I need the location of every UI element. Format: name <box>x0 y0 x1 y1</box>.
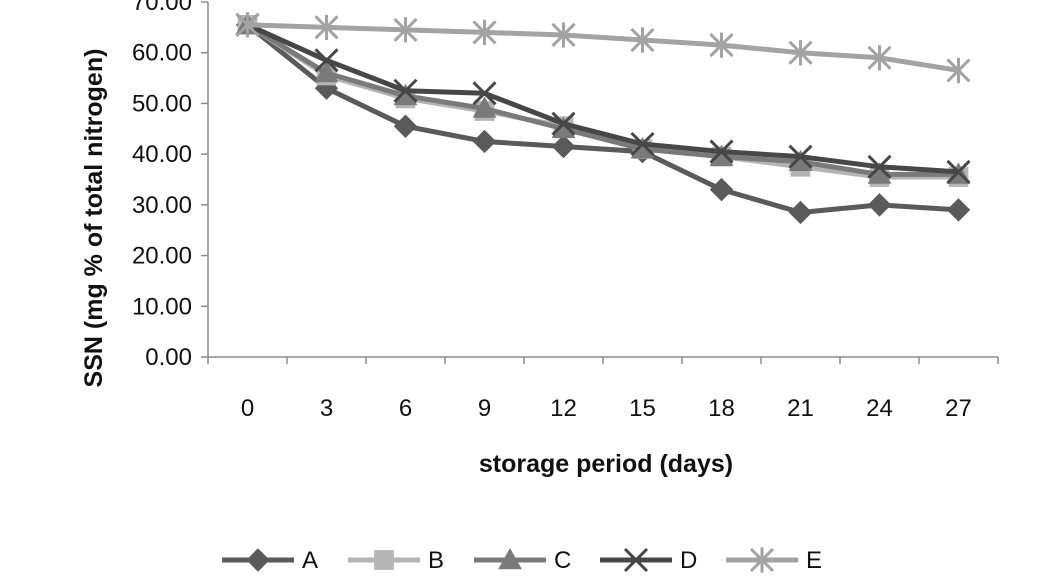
data-point-D <box>788 144 813 169</box>
data-point-D <box>393 78 418 103</box>
data-point-D <box>472 81 497 106</box>
y-tick-label: 60.00 <box>132 40 192 67</box>
data-point-E <box>630 27 655 53</box>
y-tick-label: 0.00 <box>145 344 192 371</box>
y-tick-label: 50.00 <box>132 90 192 117</box>
x-tick-label: 18 <box>708 395 735 422</box>
legend-label: A <box>302 547 318 574</box>
y-tick-label: 40.00 <box>132 141 192 168</box>
legend-label: C <box>554 547 571 574</box>
x-tick-label: 0 <box>241 395 254 422</box>
series-line-E <box>245 22 961 73</box>
data-point-A <box>709 177 734 202</box>
data-point-D <box>946 159 971 184</box>
data-point-E <box>709 32 734 58</box>
x-tick-label: 9 <box>478 395 491 422</box>
data-point-C <box>314 60 339 83</box>
y-axis-title: SSN (mg % of total nitrogen) <box>80 49 108 388</box>
data-point-C <box>472 96 497 118</box>
data-point-A <box>472 129 497 154</box>
legend-marker <box>749 547 775 573</box>
data-point-D <box>551 111 576 136</box>
data-point-E <box>472 19 497 46</box>
legend-label: D <box>680 547 697 574</box>
series-line-D <box>245 22 961 175</box>
data-point-D <box>709 139 734 164</box>
data-point-D <box>630 131 655 157</box>
x-tick-label: 24 <box>866 395 893 422</box>
x-tick-label: 3 <box>320 395 333 422</box>
x-tick-label: 15 <box>629 395 656 422</box>
data-point-E <box>551 22 576 48</box>
data-point-E <box>788 40 813 66</box>
data-point-A <box>867 193 892 217</box>
legend-marker <box>374 550 394 570</box>
legend: A B C D E <box>222 547 822 574</box>
legend-label: B <box>428 547 444 574</box>
data-point-E <box>314 14 339 41</box>
x-axis-title: storage period (days) <box>479 450 733 478</box>
x-tick-label: 27 <box>945 395 972 422</box>
legend-marker <box>623 547 649 573</box>
y-tick-label: 20.00 <box>132 243 192 270</box>
legend-item-D: D <box>600 547 697 574</box>
series-line-A <box>245 22 961 215</box>
data-point-A <box>788 200 813 225</box>
series-lines <box>235 12 971 225</box>
data-point-D <box>314 48 339 73</box>
data-point-A <box>393 114 418 138</box>
x-tick-label: 6 <box>399 395 412 422</box>
legend-item-C: C <box>474 547 571 574</box>
axes: 0.00 10.00 20.00 30.00 40.00 50.00 60.00 70.00 0… <box>132 0 999 422</box>
legend-item-E: E <box>726 547 822 574</box>
y-tick-label: 10.00 <box>132 293 192 320</box>
legend-label: E <box>806 547 822 574</box>
data-point-E <box>393 17 418 43</box>
legend-item-B: B <box>348 547 444 574</box>
series-E <box>235 12 971 84</box>
x-tick-label: 12 <box>550 395 577 422</box>
data-point-A <box>946 198 971 222</box>
legend-marker <box>246 548 270 572</box>
series-line-C <box>245 22 961 177</box>
data-point-E <box>235 12 260 38</box>
y-tick-label: 70.00 <box>132 0 192 16</box>
data-point-A <box>551 134 576 159</box>
y-tick-label: 30.00 <box>132 192 192 219</box>
x-tick-label: 21 <box>787 395 814 422</box>
legend-marker <box>498 547 522 570</box>
data-point-D <box>867 154 892 179</box>
data-point-E <box>946 57 971 84</box>
series-A <box>235 13 971 225</box>
data-point-E <box>867 45 892 71</box>
legend-item-A: A <box>222 547 318 574</box>
